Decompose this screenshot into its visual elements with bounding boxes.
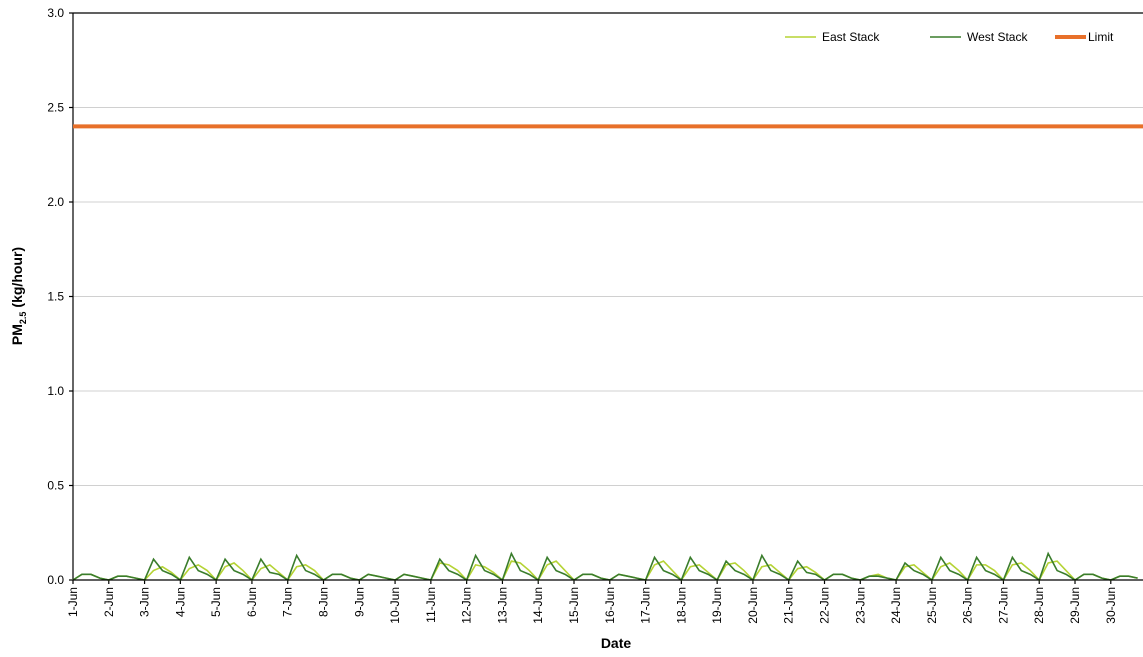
x-tick-label: 22-Jun xyxy=(818,587,832,624)
x-tick-label: 16-Jun xyxy=(603,587,617,624)
x-tick-label: 8-Jun xyxy=(317,587,331,617)
series-line xyxy=(72,560,1138,582)
x-tick-label: 25-Jun xyxy=(925,587,939,624)
y-label-main: PM xyxy=(9,324,25,345)
x-tick-label: 27-Jun xyxy=(996,587,1010,624)
y-axis-label: PM2.5 (kg/hour) xyxy=(9,247,28,345)
x-tick-label: 4-Jun xyxy=(173,587,187,617)
y-tick-label: 1.0 xyxy=(47,384,64,398)
x-tick-label: 2-Jun xyxy=(102,587,116,617)
x-tick-label: 21-Jun xyxy=(782,587,796,624)
x-tick-label: 19-Jun xyxy=(710,587,724,624)
x-tick-label: 3-Jun xyxy=(138,587,152,617)
y-tick-label: 0.0 xyxy=(47,573,64,587)
x-tick-label: 9-Jun xyxy=(352,587,366,617)
x-axis-label: Date xyxy=(601,635,632,651)
x-tick-label: 5-Jun xyxy=(209,587,223,617)
x-tick-label: 28-Jun xyxy=(1032,587,1046,624)
x-tick-label: 15-Jun xyxy=(567,587,581,624)
x-tick-label: 18-Jun xyxy=(674,587,688,624)
y-tick-label: 2.0 xyxy=(47,195,64,209)
legend-label: West Stack xyxy=(967,30,1028,44)
x-tick-label: 23-Jun xyxy=(853,587,867,624)
x-tick-label: 10-Jun xyxy=(388,587,402,624)
y-tick-label: 2.5 xyxy=(47,101,64,115)
x-tick-label: 17-Jun xyxy=(639,587,653,624)
legend-label: East Stack xyxy=(822,30,880,44)
y-tick-label: 1.5 xyxy=(47,290,64,304)
y-tick-label: 0.5 xyxy=(47,479,64,493)
x-tick-label: 12-Jun xyxy=(460,587,474,624)
x-tick-label: 13-Jun xyxy=(495,587,509,624)
x-tick-label: 30-Jun xyxy=(1104,587,1118,624)
series-line xyxy=(72,551,1138,582)
x-tick-label: 6-Jun xyxy=(245,587,259,617)
x-tick-label: 29-Jun xyxy=(1068,587,1082,624)
y-label-unit: (kg/hour) xyxy=(9,247,25,308)
x-tick-label: 14-Jun xyxy=(531,587,545,624)
x-tick-label: 24-Jun xyxy=(889,587,903,624)
legend-label: Limit xyxy=(1088,30,1114,44)
y-label-sub: 2.5 xyxy=(18,312,28,325)
y-tick-label: 3.0 xyxy=(47,6,64,20)
x-tick-label: 1-Jun xyxy=(66,587,80,617)
x-tick-label: 7-Jun xyxy=(281,587,295,617)
x-tick-label: 11-Jun xyxy=(424,587,438,623)
x-tick-label: 20-Jun xyxy=(746,587,760,624)
x-tick-label: 26-Jun xyxy=(961,587,975,624)
